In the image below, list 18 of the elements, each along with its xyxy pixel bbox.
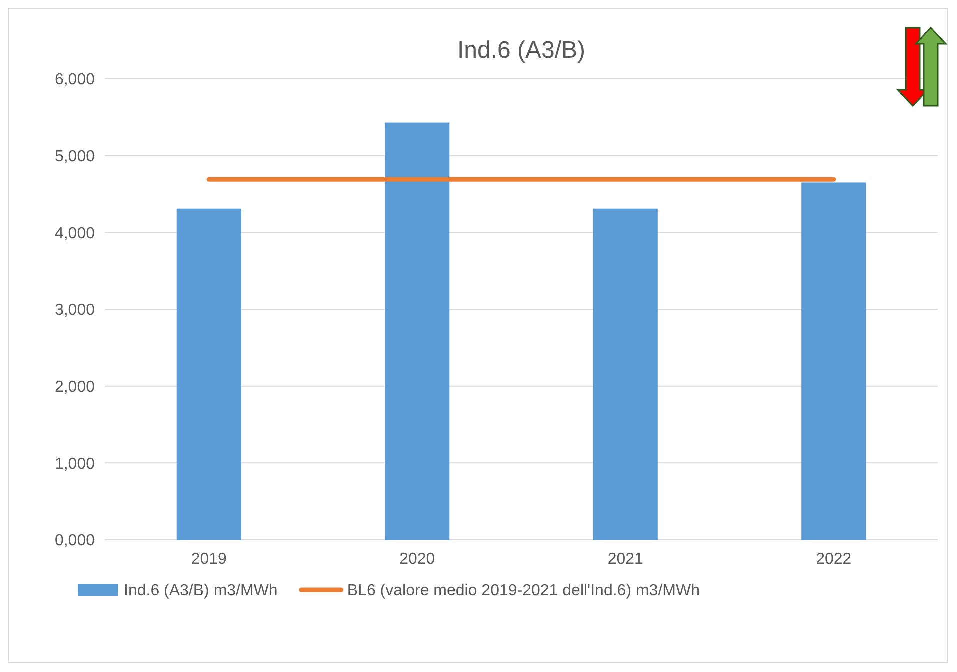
x-tick-label: 2019	[191, 551, 228, 568]
y-tick-label: 3,000	[54, 302, 96, 320]
x-tick-label: 2021	[608, 551, 644, 568]
bar	[385, 122, 450, 540]
legend-label: Ind.6 (A3/B) m3/MWh	[124, 582, 278, 600]
legend-label: BL6 (valore medio 2019-2021 dell'Ind.6) m3/MWh	[347, 582, 700, 600]
bar	[802, 182, 866, 540]
chart-title: Ind.6 (A3/B)	[457, 37, 586, 64]
bar	[176, 208, 242, 540]
x-tick-label: 2020	[400, 551, 436, 568]
y-tick-label: 6,000	[54, 72, 96, 89]
y-tick-label: 2,000	[54, 378, 96, 396]
y-tick-label: 0,000	[54, 532, 96, 550]
bar	[593, 208, 658, 540]
y-tick-label: 1,000	[54, 456, 96, 473]
x-tick-label: 2022	[816, 551, 852, 568]
y-tick-label: 5,000	[54, 148, 96, 166]
y-tick-label: 4,000	[54, 225, 96, 242]
